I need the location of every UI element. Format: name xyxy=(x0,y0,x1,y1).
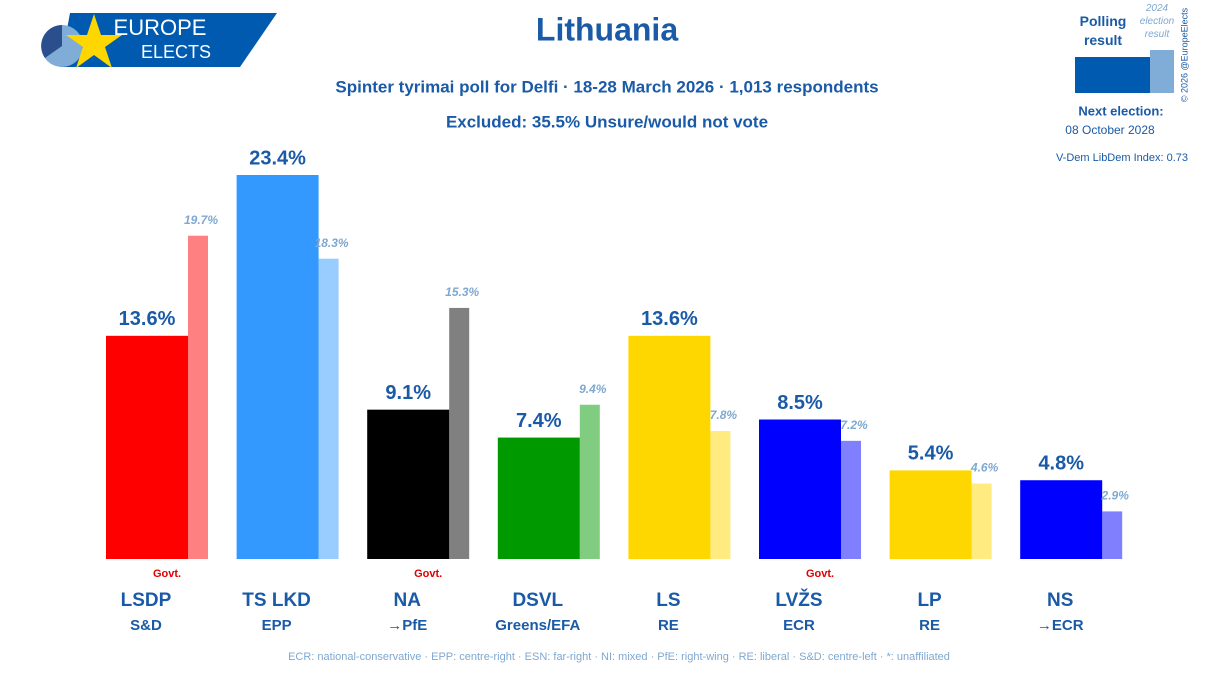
group-label: Greens/EFA xyxy=(495,617,580,634)
legend-swatch xyxy=(1150,50,1174,93)
previous-value-label: 18.3% xyxy=(315,236,349,250)
previous-value-label: 9.4% xyxy=(579,382,607,396)
bar-previous xyxy=(579,404,600,559)
bar-previous xyxy=(971,483,992,559)
excluded: Excluded: 35.5% Unsure/would not vote xyxy=(446,112,768,131)
category-label: DSVL xyxy=(512,590,563,611)
category-label: LSDP xyxy=(121,590,172,611)
bar xyxy=(106,335,188,559)
legend-entry: Polling result xyxy=(1079,13,1127,48)
previous-value-label: 7.8% xyxy=(710,408,738,422)
category-label: LP xyxy=(917,590,942,611)
value-label: 4.8% xyxy=(1038,453,1084,475)
bar-previous xyxy=(318,258,339,559)
legend-swatch xyxy=(1075,57,1150,93)
group-label: EPP xyxy=(262,617,292,634)
footnote: ECR: national-conservative · EPP: centre… xyxy=(288,651,950,663)
category-label: LS xyxy=(656,590,680,611)
bar xyxy=(236,175,319,560)
previous-value-label: 19.7% xyxy=(184,213,218,227)
value-label: 7.4% xyxy=(516,410,562,432)
bar xyxy=(497,437,580,559)
value-label: 9.1% xyxy=(385,382,431,404)
next-election-label: Next election: xyxy=(1078,103,1163,118)
copyright: © 2026 @EuropeElects xyxy=(1179,7,1189,102)
category-label: TS LKD xyxy=(242,590,311,611)
govt-label: Govt. xyxy=(806,568,834,580)
value-label: 23.4% xyxy=(249,147,306,169)
bar xyxy=(367,409,450,559)
group-label: →ECR xyxy=(1037,617,1084,634)
subtitle: Spinter tyrimai poll for Delfi · 18-28 M… xyxy=(335,77,878,96)
next-election-date: 08 October 2028 xyxy=(1065,123,1155,137)
group-label: RE xyxy=(919,617,940,634)
category-label: NS xyxy=(1047,590,1073,611)
govt-label: Govt. xyxy=(153,568,181,580)
value-label: 5.4% xyxy=(908,443,954,465)
category-label: NA xyxy=(393,590,421,611)
group-label: RE xyxy=(658,617,679,634)
category-label: LVŽS xyxy=(775,589,822,611)
value-label: 13.6% xyxy=(119,308,176,330)
group-label: ECR xyxy=(783,617,815,634)
bar xyxy=(628,335,711,559)
bar-previous xyxy=(841,440,861,559)
bar-previous xyxy=(188,235,208,559)
legend-label: Polling result xyxy=(1079,13,1127,48)
logo-text: EUROPE xyxy=(114,15,207,40)
logo-text: ELECTS xyxy=(141,42,211,62)
previous-value-label: 7.2% xyxy=(840,418,868,432)
logo: EUROPE ELECTS xyxy=(41,13,277,68)
value-label: 8.5% xyxy=(777,392,823,414)
bar-previous xyxy=(710,431,731,559)
bar-previous xyxy=(449,307,470,559)
logo-globe-part xyxy=(41,25,62,58)
legend-label: 2024 election result xyxy=(1139,3,1175,40)
previous-value-label: 15.3% xyxy=(445,285,479,299)
previous-value-label: 2.9% xyxy=(1101,489,1130,503)
bar xyxy=(889,470,972,559)
logo-banner xyxy=(60,13,277,67)
group-label: →PfE xyxy=(387,617,427,634)
chart-title: Lithuania xyxy=(536,11,678,47)
bar xyxy=(759,419,841,559)
group-label: S&D xyxy=(130,617,162,634)
bar xyxy=(1020,480,1103,559)
previous-value-label: 4.6% xyxy=(970,461,999,475)
govt-label: Govt. xyxy=(414,568,442,580)
legend-entry: 2024 election result xyxy=(1139,3,1175,40)
value-label: 13.6% xyxy=(641,308,698,330)
vdem-index: V-Dem LibDem Index: 0.73 xyxy=(1056,152,1188,164)
bar-previous xyxy=(1102,511,1123,559)
logo-star xyxy=(66,14,122,68)
